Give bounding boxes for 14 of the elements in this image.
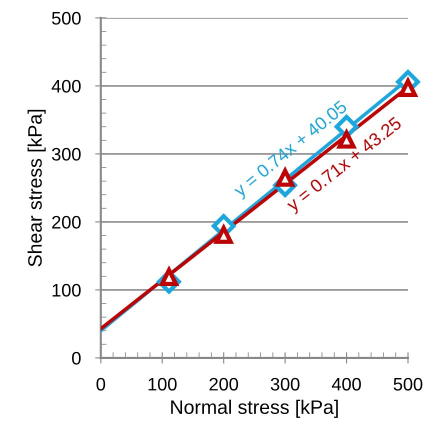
x-tick-label: 400	[332, 378, 361, 391]
y-tick-label: 200	[52, 216, 81, 229]
x-tick-label: 200	[210, 378, 238, 391]
y-tick-label: 400	[52, 80, 81, 93]
x-tick-label: 0	[96, 378, 106, 391]
y-axis-title: Shear stress [kPa]	[28, 110, 46, 266]
y-tick-label: 300	[52, 148, 81, 161]
x-tick-label: 100	[148, 378, 177, 391]
x-tick-label: 500	[394, 378, 422, 391]
y-tick-label: 500	[52, 12, 81, 25]
y-tick-label: 0	[72, 352, 81, 365]
y-tick-label: 100	[52, 284, 81, 297]
x-tick-label: 300	[270, 378, 300, 391]
x-axis-title: Normal stress [kPa]	[171, 400, 338, 418]
